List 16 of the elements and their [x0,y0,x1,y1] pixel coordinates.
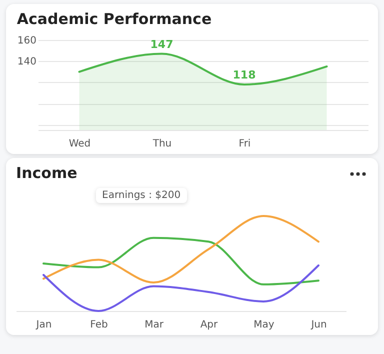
text: Earnings : $200 [96,188,187,203]
x-tick-label: Jan [35,320,52,330]
x-tick-label: Feb [90,320,108,330]
data-label: 118 [232,68,256,82]
data-label: 147 [150,38,174,51]
chart-title: Academic Performance [16,10,212,28]
chart-title: Income [16,164,78,182]
x-tick-label: Thu [152,138,172,150]
x-tick-label: May [254,320,274,330]
y-tick-label: 160 [17,36,36,46]
x-tick-label: Apr [200,320,219,330]
x-tick-label: Mar [144,320,164,330]
y-tick-label: 140 [17,56,36,68]
x-tick-label: Wed [68,138,91,150]
x-tick-label: Fri [238,138,251,150]
x-tick-label: Jun [310,320,327,330]
